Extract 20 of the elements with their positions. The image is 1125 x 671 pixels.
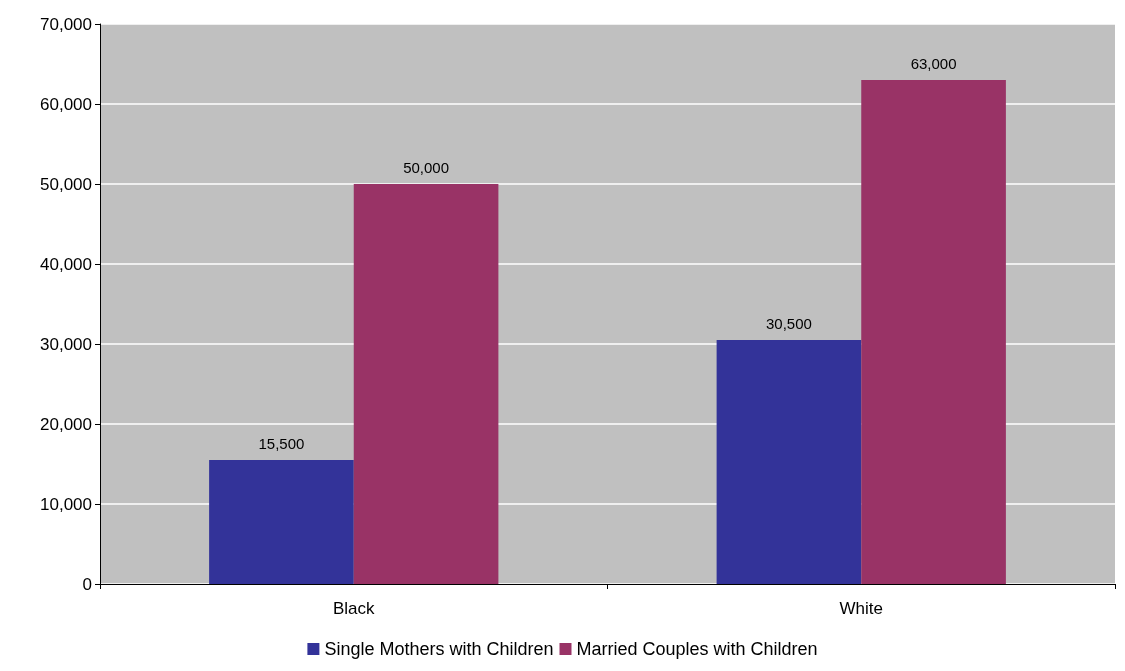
data-label: 50,000 [403, 159, 450, 176]
y-tick-label: 70,000 [40, 14, 92, 34]
y-tick-label: 10,000 [40, 494, 92, 514]
data-label: 15,500 [258, 435, 305, 452]
bar [353, 184, 499, 584]
data-label: 63,000 [910, 55, 957, 72]
y-tick-label: 30,000 [40, 334, 92, 354]
bar [716, 340, 862, 584]
y-tick-label: 50,000 [40, 174, 92, 194]
y-tick-label: 0 [82, 574, 92, 594]
legend-label: Single Mothers with Children [324, 639, 554, 659]
bar [209, 460, 354, 584]
y-tick-label: 40,000 [40, 254, 92, 274]
x-tick-label: White [839, 599, 883, 618]
x-tick-label: Black [332, 599, 376, 618]
y-tick-label: 60,000 [40, 94, 92, 114]
y-tick-label: 20,000 [40, 414, 92, 434]
legend-label: Married Couples with Children [576, 639, 818, 659]
bar [861, 80, 1006, 584]
data-label: 30,500 [765, 315, 812, 332]
